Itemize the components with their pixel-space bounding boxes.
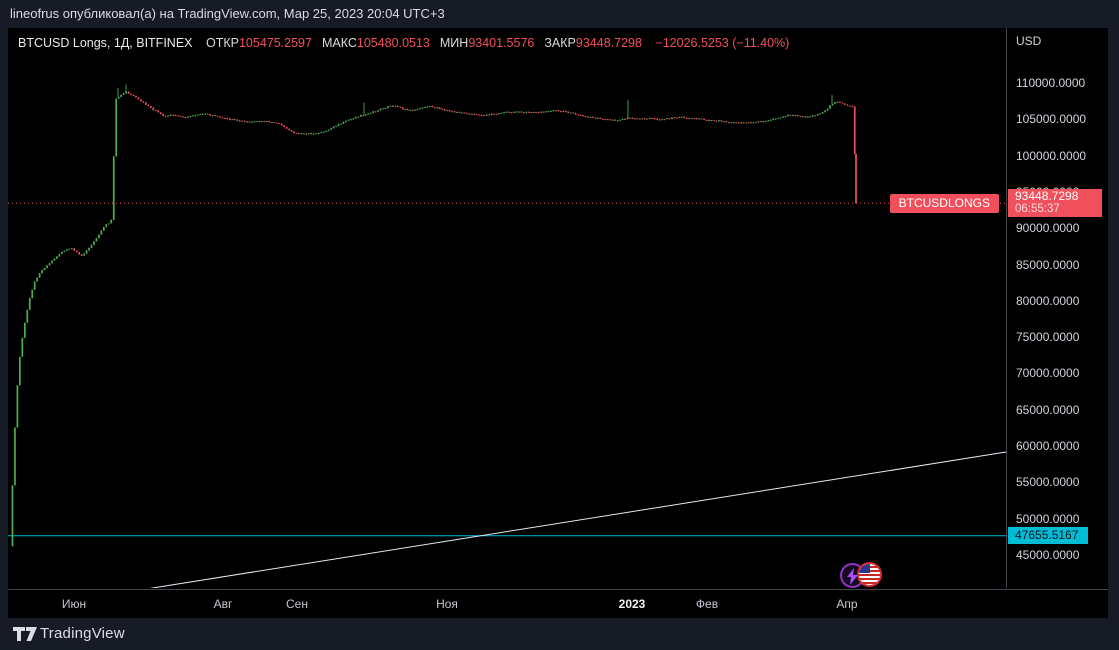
bar-close-countdown: 06:55:37 [1015,203,1060,216]
price-tick: 110000.0000 [1016,76,1086,90]
us-economic-event-badge[interactable] [857,562,882,587]
time-tick: Фев [695,597,719,611]
tradingview-logo-icon[interactable] [13,626,38,643]
time-axis[interactable]: Июн Авг Сен Ноя 2023 Фев Апр [8,589,1108,618]
chart-plot-area[interactable]: BTCUSD Longs, 1Д, BITFINEX ОТКР105475.25… [8,28,1007,588]
price-tick: 80000.0000 [1016,293,1080,308]
footer-bar: TradingView [0,618,1119,650]
time-tick: Апр [836,597,858,611]
price-tick: 45000.0000 [1016,548,1080,562]
price-tick: 90000.0000 [1016,221,1080,236]
candlestick-canvas[interactable] [8,28,1007,588]
price-tick: 85000.0000 [1016,257,1080,272]
lightning-icon [847,568,858,585]
price-tick: 55000.0000 [1016,475,1080,490]
last-price-value: 93448.7298 [1015,189,1079,204]
price-tick: 70000.0000 [1016,366,1080,381]
price-tick: 100000.0000 [1016,148,1087,163]
axis-currency-label: USD [1016,34,1042,48]
us-flag-icon [859,564,870,573]
series-price-tag: BTCUSDLONGS [889,193,999,213]
price-tick: 105000.0000 [1016,112,1087,127]
price-tick: 60000.0000 [1016,439,1080,454]
tradingview-brand-text[interactable]: TradingView [40,625,125,642]
horizontal-level-label: 47655.5167 [1008,527,1088,545]
publish-header: lineofrus опубликовал(а) на TradingView.… [0,0,1119,28]
time-tick: Июн [61,597,87,611]
time-tick: Ноя [436,597,458,611]
chart-container: BTCUSD Longs, 1Д, BITFINEX ОТКР105475.25… [8,28,1108,618]
price-tick: 75000.0000 [1016,330,1080,345]
last-price-label: 93448.7298 06:55:37 [1008,189,1102,218]
price-tick: 65000.0000 [1016,402,1080,417]
publish-info-text: lineofrus опубликовал(а) на TradingView.… [10,6,445,21]
time-tick: 2023 [618,597,646,611]
price-axis[interactable]: USD 110000.0000105000.0000100000.0000950… [1008,28,1108,588]
price-tick: 50000.0000 [1016,511,1080,526]
time-tick: Сен [286,597,308,611]
time-tick: Авг [213,597,233,611]
